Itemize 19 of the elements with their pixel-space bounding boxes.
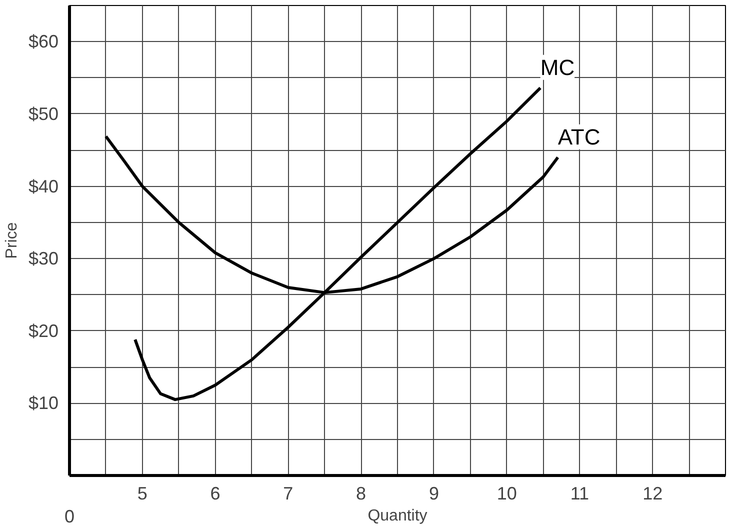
y-tick-label: $50 bbox=[28, 104, 59, 124]
y-axis-title: Price bbox=[3, 222, 20, 259]
series-label: ATC bbox=[558, 124, 600, 150]
x-tick-label: 12 bbox=[642, 484, 663, 504]
y-tick-label: $60 bbox=[28, 32, 59, 52]
y-tick-label: $10 bbox=[28, 393, 59, 414]
y-tick-label: $40 bbox=[28, 176, 59, 196]
x-tick-label: 6 bbox=[210, 484, 220, 504]
x-tick-label: 11 bbox=[570, 484, 590, 504]
x-tick-label: 10 bbox=[496, 484, 517, 504]
y-tick-label: $20 bbox=[28, 320, 59, 341]
x-axis-title: Quantity bbox=[368, 508, 428, 524]
x-tick-label: 9 bbox=[428, 484, 439, 504]
x-tick-label: 5 bbox=[137, 484, 148, 504]
y-tick-label: $30 bbox=[28, 248, 59, 269]
x-tick-label: 8 bbox=[356, 484, 366, 504]
x-tick-label: 7 bbox=[283, 484, 294, 504]
series-label: MC bbox=[540, 54, 575, 80]
text: 0 bbox=[64, 506, 75, 526]
